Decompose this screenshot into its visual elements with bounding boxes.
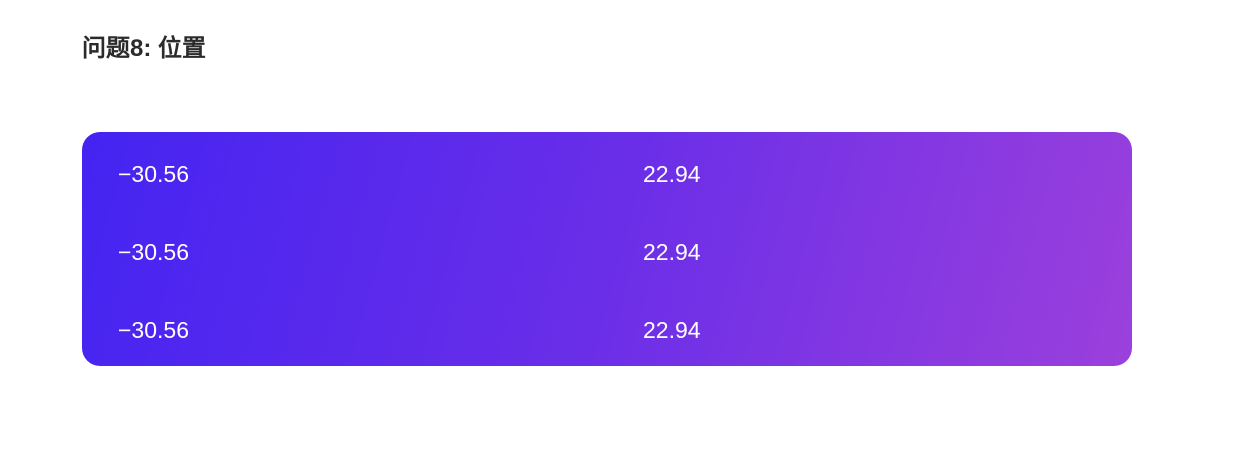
x-coordinate-value: −30.56 [118,317,189,343]
y-coordinate-value: 22.94 [643,239,701,265]
position-row: −30.56 22.94 [82,158,1132,190]
y-coordinate-value: 22.94 [643,161,701,187]
page-title: 问题8: 位置 [82,35,207,62]
y-coordinate-value: 22.94 [643,317,701,343]
x-coordinate-value: −30.56 [118,239,189,265]
position-panel: −30.56 22.94 −30.56 22.94 −30.56 22.94 [82,132,1132,366]
position-row: −30.56 22.94 [82,236,1132,268]
x-coordinate-value: −30.56 [118,161,189,187]
position-row: −30.56 22.94 [82,314,1132,346]
